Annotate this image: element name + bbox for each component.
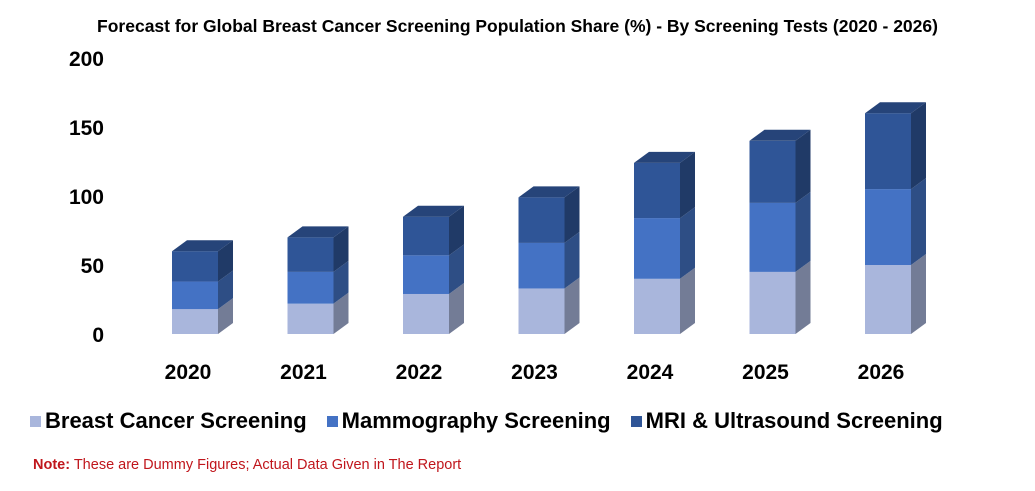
chart-title: Forecast for Global Breast Cancer Screen… xyxy=(97,16,938,36)
bar-side-0 xyxy=(680,267,695,334)
bar-side-2 xyxy=(911,102,926,190)
bar-side-2 xyxy=(795,129,811,203)
chart-plot: 0 50 100 150 200 2020 2021 2022 2023 2024 2025 2026 xyxy=(69,48,926,384)
bar-segment-0 xyxy=(403,293,449,334)
bar-segment-0 xyxy=(287,303,334,334)
legend-swatch-mammography-screening xyxy=(326,415,338,427)
bar-side-0 xyxy=(795,260,811,334)
x-tick-label: 2022 xyxy=(396,361,443,384)
bar-segment-0 xyxy=(172,309,218,334)
bar-segment-1 xyxy=(865,189,911,265)
x-tick-label: 2023 xyxy=(511,361,558,384)
bar-segment-1 xyxy=(287,271,334,304)
bar-side-2 xyxy=(680,151,695,219)
y-tick-label: 100 xyxy=(69,186,104,209)
x-tick-label: 2026 xyxy=(858,361,905,384)
bar-side-2 xyxy=(333,226,349,272)
x-tick-label: 2025 xyxy=(742,361,789,384)
y-tick-label: 150 xyxy=(69,117,104,140)
footnote-text: These are Dummy Figures; Actual Data Giv… xyxy=(70,457,462,473)
bar-side-1 xyxy=(449,244,464,294)
bar-side-0 xyxy=(449,282,464,334)
legend-item-mri-ultrasound-screening: MRI & Ultrasound Screening xyxy=(630,408,943,434)
bar-side-0 xyxy=(564,277,580,334)
bar-side-1 xyxy=(564,231,580,289)
bar-side-0 xyxy=(911,254,926,334)
bar-side-1 xyxy=(911,178,926,265)
bar-side-2 xyxy=(449,205,464,256)
bar-segment-2 xyxy=(287,237,334,272)
bar-side-0 xyxy=(218,298,233,334)
bar-side-1 xyxy=(680,207,695,279)
bar-side-1 xyxy=(218,270,233,310)
y-tick-label: 50 xyxy=(81,255,104,278)
bar-top xyxy=(865,102,926,114)
legend-label-breast-cancer-screening: Breast Cancer Screening xyxy=(45,408,307,433)
bar-top xyxy=(403,205,464,217)
bar-top xyxy=(287,226,349,238)
bar-segment-2 xyxy=(403,216,449,256)
bar-segment-2 xyxy=(865,113,911,190)
bar-segment-2 xyxy=(749,140,796,203)
bar-segment-1 xyxy=(634,218,680,279)
legend-item-breast-cancer-screening: Breast Cancer Screening xyxy=(30,408,307,434)
x-tick-label: 2024 xyxy=(627,361,674,384)
bar-segment-1 xyxy=(749,202,796,272)
bar-segment-1 xyxy=(172,281,218,310)
bar-segment-0 xyxy=(634,278,680,334)
bar-side-0 xyxy=(333,292,349,334)
bar-segment-0 xyxy=(865,265,911,334)
bar-side-2 xyxy=(218,240,233,282)
x-tick-label: 2021 xyxy=(280,361,327,384)
footnote-label: Note: xyxy=(33,457,71,473)
legend-label-mri-ultrasound-screening: MRI & Ultrasound Screening xyxy=(645,408,943,433)
bar-segment-2 xyxy=(634,162,680,219)
footnote: Note: These are Dummy Figures; Actual Da… xyxy=(33,457,461,473)
bar-top xyxy=(518,186,580,198)
bar-segment-0 xyxy=(749,271,796,334)
bar-segment-1 xyxy=(518,242,565,289)
y-tick-label: 200 xyxy=(69,48,104,71)
chart-legend: Breast Cancer Screening Mammography Scre… xyxy=(30,408,963,434)
bar-top xyxy=(634,151,695,163)
bar-side-1 xyxy=(795,191,811,272)
legend-swatch-mri-ultrasound-screening xyxy=(630,415,642,427)
legend-swatch-breast-cancer-screening xyxy=(30,415,41,427)
legend-label-mammography-screening: Mammography Screening xyxy=(341,408,611,433)
y-tick-label: 0 xyxy=(92,324,104,347)
bar-top xyxy=(172,240,233,252)
legend-item-mammography-screening: Mammography Screening xyxy=(326,408,611,434)
bar-side-2 xyxy=(564,186,580,243)
bar-top xyxy=(749,129,811,141)
bar-segment-2 xyxy=(518,197,565,243)
bar-segment-2 xyxy=(172,251,218,282)
bar-segment-1 xyxy=(403,255,449,294)
bar-segment-0 xyxy=(518,288,565,334)
x-tick-label: 2020 xyxy=(165,361,212,384)
bar-side-1 xyxy=(333,260,349,304)
